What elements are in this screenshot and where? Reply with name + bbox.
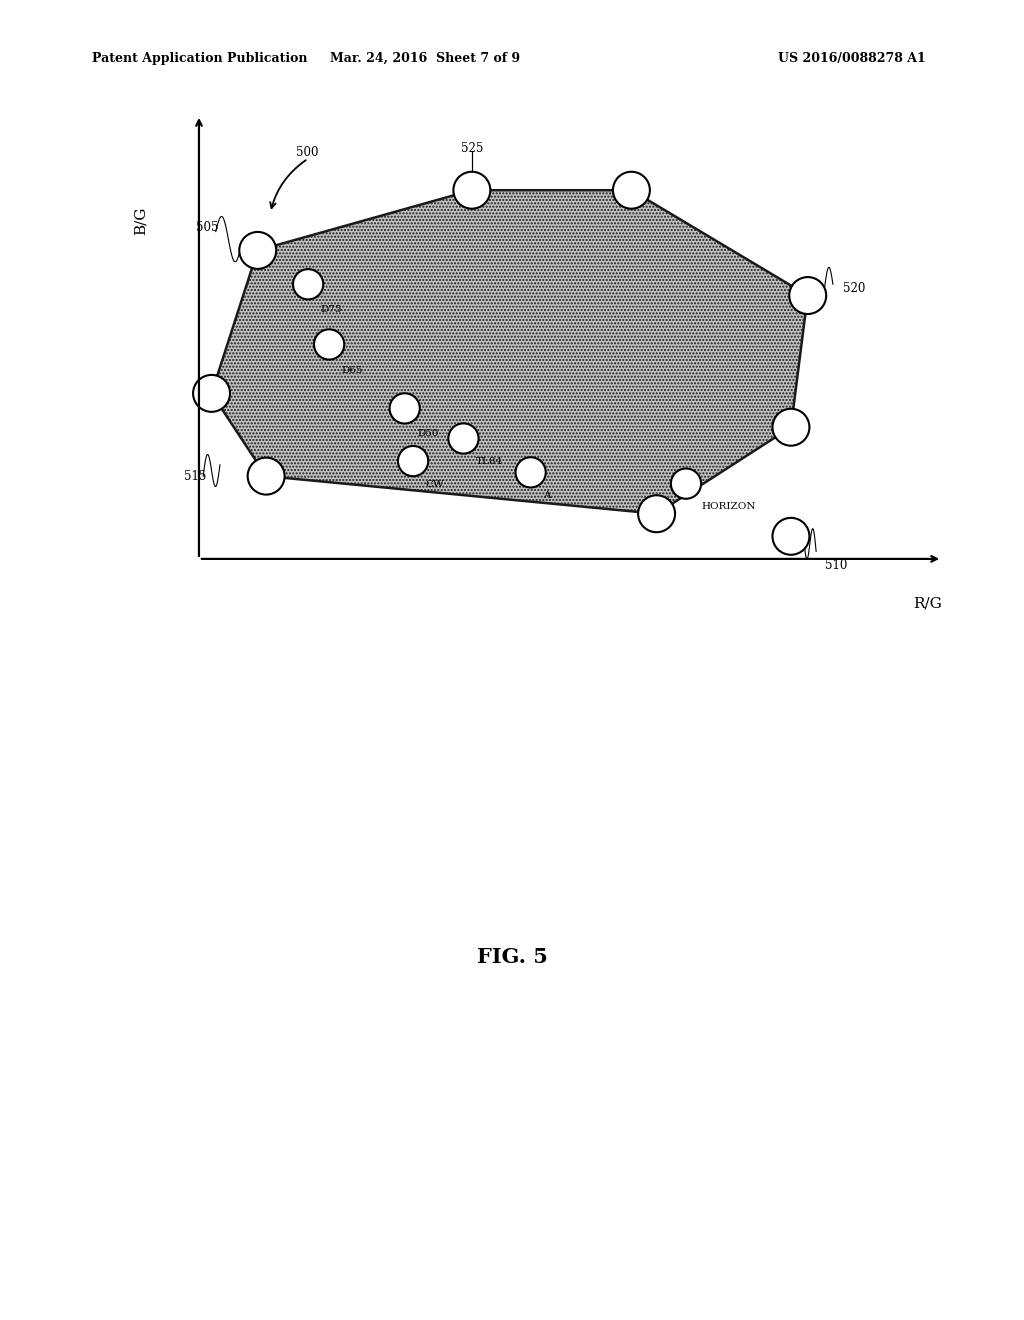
Text: HORIZON: HORIZON <box>701 503 756 511</box>
Text: 525: 525 <box>461 143 483 156</box>
Ellipse shape <box>194 375 230 412</box>
Text: 520: 520 <box>843 281 865 294</box>
Ellipse shape <box>449 424 478 454</box>
Text: R/G: R/G <box>913 597 942 611</box>
Ellipse shape <box>515 457 546 487</box>
Text: D50: D50 <box>418 429 438 438</box>
Text: B/G: B/G <box>133 206 147 235</box>
Ellipse shape <box>638 495 675 532</box>
Ellipse shape <box>314 329 344 359</box>
Ellipse shape <box>293 269 324 300</box>
Ellipse shape <box>454 172 490 209</box>
Text: A: A <box>543 491 551 500</box>
Text: Mar. 24, 2016  Sheet 7 of 9: Mar. 24, 2016 Sheet 7 of 9 <box>330 53 520 65</box>
Text: 510: 510 <box>824 558 847 572</box>
Ellipse shape <box>248 458 285 495</box>
Text: CW: CW <box>426 480 444 488</box>
Text: 500: 500 <box>296 147 318 160</box>
Polygon shape <box>212 190 808 513</box>
Ellipse shape <box>389 393 420 424</box>
Text: FIG. 5: FIG. 5 <box>476 946 548 968</box>
Ellipse shape <box>240 232 276 269</box>
Ellipse shape <box>790 277 826 314</box>
Text: 505: 505 <box>197 222 218 235</box>
Ellipse shape <box>772 517 809 554</box>
Text: TL84: TL84 <box>476 457 503 466</box>
Text: 515: 515 <box>183 470 206 483</box>
Ellipse shape <box>772 409 809 446</box>
Ellipse shape <box>671 469 701 499</box>
Text: D75: D75 <box>321 305 342 314</box>
Text: US 2016/0088278 A1: US 2016/0088278 A1 <box>778 53 926 65</box>
Text: D65: D65 <box>342 366 364 375</box>
Ellipse shape <box>613 172 650 209</box>
Ellipse shape <box>398 446 428 477</box>
Text: Patent Application Publication: Patent Application Publication <box>92 53 307 65</box>
